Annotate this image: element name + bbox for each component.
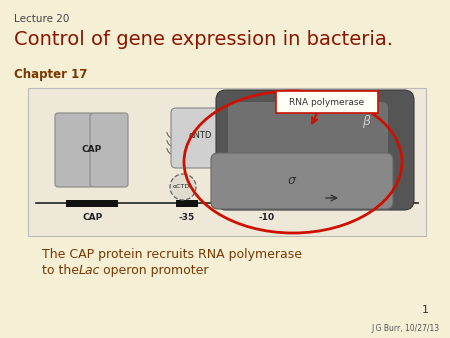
Text: αCTD: αCTD bbox=[172, 184, 189, 189]
FancyBboxPatch shape bbox=[171, 108, 229, 168]
Bar bbox=[28, 88, 426, 236]
Text: 1: 1 bbox=[422, 305, 428, 315]
Text: Lac: Lac bbox=[79, 264, 100, 277]
FancyBboxPatch shape bbox=[90, 113, 128, 187]
Text: to the: to the bbox=[42, 264, 83, 277]
FancyBboxPatch shape bbox=[228, 102, 388, 194]
Text: -35: -35 bbox=[179, 213, 195, 222]
Text: β: β bbox=[362, 116, 370, 128]
FancyBboxPatch shape bbox=[211, 153, 393, 209]
Text: σ: σ bbox=[288, 174, 296, 188]
FancyBboxPatch shape bbox=[216, 90, 414, 210]
FancyBboxPatch shape bbox=[55, 113, 93, 187]
Text: The CAP protein recruits RNA polymerase: The CAP protein recruits RNA polymerase bbox=[42, 248, 302, 261]
Text: Lecture 20: Lecture 20 bbox=[14, 14, 69, 24]
Text: Control of gene expression in bacteria.: Control of gene expression in bacteria. bbox=[14, 30, 393, 49]
Circle shape bbox=[170, 174, 196, 200]
Bar bbox=[176, 199, 198, 207]
Text: Chapter 17: Chapter 17 bbox=[14, 68, 87, 81]
Text: αNTD: αNTD bbox=[188, 131, 212, 141]
FancyBboxPatch shape bbox=[276, 91, 378, 113]
Text: CAP: CAP bbox=[81, 145, 102, 154]
Bar bbox=[256, 199, 278, 207]
Text: CAP: CAP bbox=[83, 213, 103, 222]
Text: operon promoter: operon promoter bbox=[99, 264, 208, 277]
Text: J G Burr, 10/27/13: J G Burr, 10/27/13 bbox=[372, 324, 440, 333]
Text: RNA polymerase: RNA polymerase bbox=[289, 98, 365, 107]
Bar bbox=[66, 199, 118, 207]
Text: -10: -10 bbox=[259, 213, 275, 222]
